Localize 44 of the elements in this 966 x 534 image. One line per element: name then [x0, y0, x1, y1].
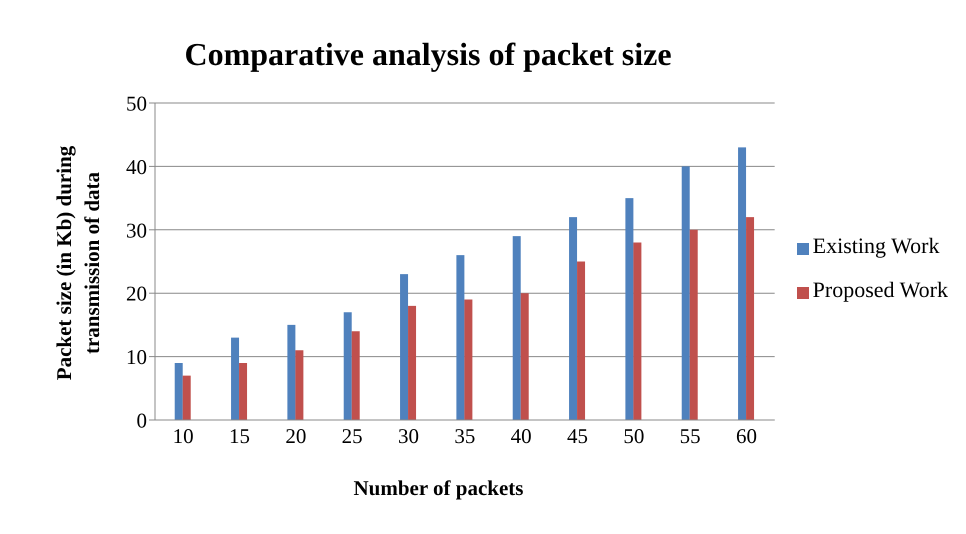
chart-title: Comparative analysis of packet size [183, 36, 673, 73]
x-tick-label: 15 [229, 424, 250, 448]
bar [408, 306, 416, 420]
y-tick-label: 50 [126, 91, 147, 116]
bar [182, 376, 191, 420]
y-tick-label: 40 [126, 154, 147, 179]
bar [174, 362, 183, 420]
legend-label: Proposed Work [812, 277, 948, 302]
y-tick-label: 20 [126, 282, 147, 306]
bar [746, 217, 754, 420]
bar [577, 262, 586, 420]
x-tick-label: 60 [736, 424, 758, 448]
bar [400, 274, 408, 420]
bar [464, 300, 472, 420]
x-axis-title: Number of packets [352, 476, 524, 501]
bar [231, 338, 240, 420]
bar [352, 331, 360, 420]
x-tick-label: 35 [454, 424, 476, 448]
x-tick-label: 10 [172, 424, 194, 448]
bar [344, 312, 352, 420]
y-tick-label: 0 [136, 408, 147, 432]
bar [287, 324, 296, 420]
y-tick-label: 30 [126, 218, 147, 242]
x-tick-label: 40 [510, 424, 532, 448]
x-tick-label: 25 [342, 424, 363, 448]
bar [569, 217, 578, 420]
x-tick-label: 50 [623, 424, 644, 448]
legend-label: Existing Work [812, 233, 940, 258]
bar [512, 236, 521, 420]
y-axis-title: Packet size (in Kb) during transmission of data [51, 144, 105, 382]
y-tick-label: 10 [126, 345, 147, 370]
x-tick-label: 20 [285, 424, 306, 448]
x-tick-label: 55 [680, 424, 701, 448]
bar [625, 198, 634, 420]
bar [738, 147, 746, 420]
bar [239, 362, 248, 420]
bar [520, 293, 529, 420]
bar [690, 230, 698, 420]
x-tick-label: 45 [567, 424, 588, 448]
bar [456, 255, 464, 420]
x-tick-label: 30 [398, 424, 419, 448]
bar [633, 242, 642, 420]
bar [682, 166, 690, 420]
bar [295, 350, 304, 420]
